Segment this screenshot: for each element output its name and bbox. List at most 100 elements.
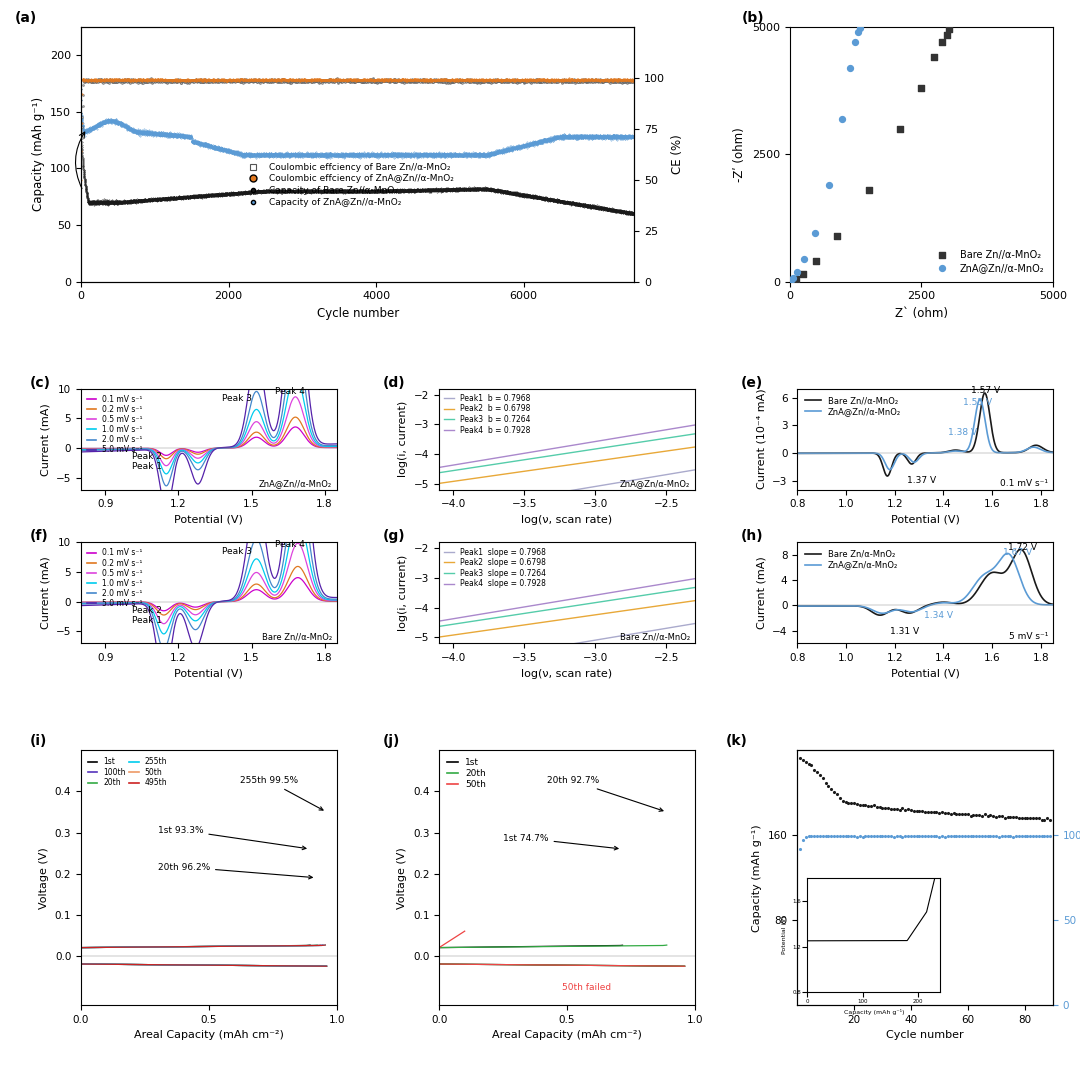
Bare Zn//α-MnO₂ [783,272,800,289]
X-axis label: Potential (V): Potential (V) [175,669,243,678]
Y-axis label: Capacity (mAh g⁻¹): Capacity (mAh g⁻¹) [752,823,762,932]
Text: (f): (f) [30,529,49,543]
Text: 255th 99.5%: 255th 99.5% [240,776,323,811]
ZnA@Zn//α-MnO₂ [795,250,812,268]
Bare Zn//α-MnO₂ [954,444,967,457]
Text: (g): (g) [382,529,405,543]
X-axis label: Potential (V): Potential (V) [891,669,959,678]
X-axis label: Potential (V): Potential (V) [175,515,243,525]
Text: Peak 3: Peak 3 [221,393,252,403]
Text: (j): (j) [382,734,401,748]
Bare Zn/α-MnO₂ [1047,598,1059,611]
Bare Zn/α-MnO₂ [1014,543,1027,556]
ZnA@Zn/α-MnO₂ [940,597,953,610]
Text: (a): (a) [15,11,37,25]
ZnA@Zn/α-MnO₂ [1012,565,1025,578]
Text: (h): (h) [741,529,764,543]
Y-axis label: Current (mA): Current (mA) [40,557,51,629]
X-axis label: Cycle number: Cycle number [316,306,399,320]
Text: 1.57 V: 1.57 V [971,386,1000,396]
Text: Peak 3: Peak 3 [221,547,252,557]
ZnA@Zn//α-MnO₂ [849,24,866,41]
ZnA@Zn//α-MnO₂ [1047,446,1059,459]
Legend: Bare Zn//α-MnO₂, ZnA@Zn//α-MnO₂: Bare Zn//α-MnO₂, ZnA@Zn//α-MnO₂ [801,392,905,419]
Bare Zn//α-MnO₂ [787,270,805,287]
Text: 1.37 V: 1.37 V [907,476,936,485]
Bare Zn//α-MnO₂ [828,227,846,244]
Y-axis label: -Zʹ (ohm): -Zʹ (ohm) [733,127,746,182]
Y-axis label: Voltage (V): Voltage (V) [397,847,407,908]
Bare Zn//α-MnO₂ [946,444,959,457]
Legend: 0.1 mV s⁻¹, 0.2 mV s⁻¹, 0.5 mV s⁻¹, 1.0 mV s⁻¹, 2.0 mV s⁻¹, 5.0 mV s⁻¹: 0.1 mV s⁻¹, 0.2 mV s⁻¹, 0.5 mV s⁻¹, 1.0 … [85,392,145,457]
Bare Zn//α-MnO₂ [940,445,953,458]
Text: 1st 74.7%: 1st 74.7% [503,834,618,850]
Text: Peak 1: Peak 1 [132,616,162,626]
Text: (k): (k) [726,734,747,748]
Bare Zn//α-MnO₂ [985,422,998,435]
ZnA@Zn//α-MnO₂ [985,443,998,456]
ZnA@Zn//α-MnO₂ [834,110,851,127]
Text: Peak 1: Peak 1 [132,462,162,472]
ZnA@Zn//α-MnO₂ [973,393,986,406]
Legend: Peak1  b = 0.7968, Peak2  b = 0.6798, Peak3  b = 0.7264, Peak4  b = 0.7928: Peak1 b = 0.7968, Peak2 b = 0.6798, Peak… [443,392,531,436]
Y-axis label: Voltage (V): Voltage (V) [39,847,50,908]
Y-axis label: log(i, current): log(i, current) [399,555,408,631]
Text: 1.55 V: 1.55 V [963,398,993,407]
ZnA@Zn//α-MnO₂ [883,463,896,476]
X-axis label: Areal Capacity (mAh cm⁻²): Areal Capacity (mAh cm⁻²) [134,1031,284,1041]
X-axis label: Potential (V): Potential (V) [891,515,959,525]
Bare Zn/α-MnO₂ [954,597,967,610]
Text: Peak 4: Peak 4 [275,541,306,549]
ZnA@Zn//α-MnO₂ [1012,446,1025,459]
Line: Bare Zn/α-MnO₂: Bare Zn/α-MnO₂ [797,549,1053,615]
Legend: 1st, 20th, 50th: 1st, 20th, 50th [444,755,489,792]
Text: 1.31 V: 1.31 V [890,627,919,636]
X-axis label: Areal Capacity (mAh cm⁻²): Areal Capacity (mAh cm⁻²) [492,1031,642,1041]
Bare Zn/α-MnO₂ [985,567,998,579]
Text: 20th 92.7%: 20th 92.7% [546,776,663,812]
Text: 20th 96.2%: 20th 96.2% [158,862,312,879]
Y-axis label: Capacity (mAh g⁻¹): Capacity (mAh g⁻¹) [31,97,44,212]
Text: Peak 2: Peak 2 [132,453,162,461]
Legend: Coulombic effciency of Bare Zn//α-MnO₂, Coulombic effciency of ZnA@Zn//α-MnO₂, C: Coulombic effciency of Bare Zn//α-MnO₂, … [241,159,458,211]
Text: (b): (b) [742,11,765,25]
Bare Zn//α-MnO₂ [782,273,799,290]
Text: ZnA@Zn//α-MnO₂: ZnA@Zn//α-MnO₂ [258,478,332,488]
Line: ZnA@Zn/α-MnO₂: ZnA@Zn/α-MnO₂ [797,554,1053,613]
Line: ZnA@Zn//α-MnO₂: ZnA@Zn//α-MnO₂ [797,400,1053,470]
Bare Zn/α-MnO₂ [874,608,887,621]
ZnA@Zn/α-MnO₂ [1047,599,1059,612]
Y-axis label: Current (mA): Current (mA) [40,403,51,475]
Text: ZnA@Zn/α-MnO₂: ZnA@Zn/α-MnO₂ [620,478,690,488]
ZnA@Zn//α-MnO₂ [851,19,868,37]
Bare Zn//α-MnO₂ [937,26,955,43]
Text: 1.67 V: 1.67 V [1003,548,1032,557]
Bare Zn//α-MnO₂ [978,387,991,400]
Bare Zn//α-MnO₂ [807,253,824,270]
Text: Bare Zn//α-MnO₂: Bare Zn//α-MnO₂ [620,632,690,642]
Text: 1.34 V: 1.34 V [923,611,953,620]
Legend: 0.1 mV s⁻¹, 0.2 mV s⁻¹, 0.5 mV s⁻¹, 1.0 mV s⁻¹, 2.0 mV s⁻¹, 5.0 mV s⁻¹: 0.1 mV s⁻¹, 0.2 mV s⁻¹, 0.5 mV s⁻¹, 1.0 … [85,546,145,611]
Bare Zn/α-MnO₂ [807,600,820,613]
Bare Zn/α-MnO₂ [791,600,804,613]
ZnA@Zn//α-MnO₂ [783,272,800,289]
Bare Zn//α-MnO₂ [934,33,951,51]
ZnA@Zn/α-MnO₂ [985,563,998,576]
Text: Bare Zn//α-MnO₂: Bare Zn//α-MnO₂ [261,632,332,642]
X-axis label: Z` (ohm): Z` (ohm) [894,306,948,320]
Bare Zn//α-MnO₂ [891,120,908,138]
ZnA@Zn/α-MnO₂ [946,597,959,610]
ZnA@Zn//α-MnO₂ [788,263,806,281]
Bare Zn//α-MnO₂ [926,48,943,66]
Text: 1st 93.3%: 1st 93.3% [158,826,306,849]
Bare Zn//α-MnO₂ [913,80,930,97]
Bare Zn//α-MnO₂ [881,470,894,483]
Bare Zn//α-MnO₂ [807,447,820,460]
X-axis label: log(ν, scan rate): log(ν, scan rate) [522,515,612,525]
Text: 50th failed: 50th failed [562,983,611,992]
Text: Peak 4: Peak 4 [275,387,306,396]
ZnA@Zn//α-MnO₂ [954,445,967,458]
Text: 1.38 V: 1.38 V [948,428,977,436]
Bare Zn//α-MnO₂ [1047,446,1059,459]
ZnA@Zn//α-MnO₂ [806,225,823,242]
